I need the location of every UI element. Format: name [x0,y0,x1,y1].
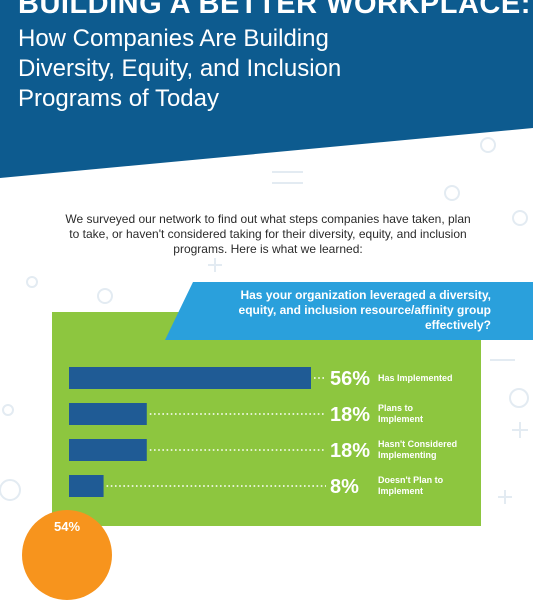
bar-3 [69,439,147,461]
bar-1 [69,367,311,389]
subtitle: How Companies Are Building Diversity, Eq… [18,25,342,112]
header-background [0,0,533,178]
headline: BUILDING A BETTER WORKPLACE: [18,0,531,20]
deco-circle [26,276,38,288]
deco-circle [0,479,21,501]
header-band [0,0,533,178]
bar-2 [69,403,147,425]
value-label: 8% [330,476,359,498]
value-label: 56% [330,368,370,390]
intro-text: We surveyed our network to find out what… [65,212,471,256]
value-label: 18% [330,440,370,462]
category-label: Doesn't Plan to [378,475,444,485]
question-banner: Has your organization leveraged a divers… [165,282,533,340]
background-decorations [0,137,530,504]
category-label: Implement [378,414,423,424]
category-label: Hasn't Considered [378,439,457,449]
deco-circle [444,185,460,201]
deco-circle [97,288,113,304]
deco-circle [509,388,529,408]
category-label: Implementing [378,450,437,460]
deco-circle [480,137,496,153]
badge-text: 54% [53,519,81,534]
value-label: 18% [330,404,370,426]
category-label: Has Implemented [378,373,453,383]
question-text: Has your organization leveraged a divers… [238,288,491,332]
bar-4 [69,475,104,497]
percentage-badge: 54% [22,510,112,600]
deco-circle [512,210,528,226]
deco-circle [2,404,14,416]
category-label: Plans to [378,403,414,413]
category-label: Implement [378,486,423,496]
